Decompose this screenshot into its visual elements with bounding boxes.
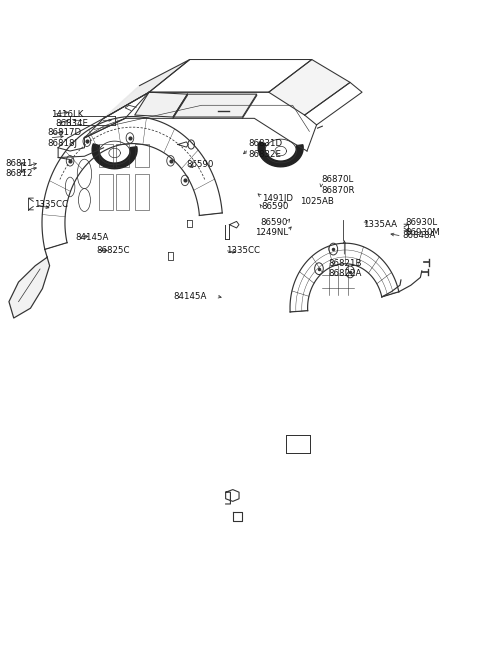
Text: 1025AB: 1025AB — [300, 197, 334, 206]
Polygon shape — [173, 94, 257, 117]
Text: 1249NL: 1249NL — [255, 228, 288, 237]
Polygon shape — [104, 60, 190, 119]
Text: 86848A: 86848A — [403, 231, 436, 240]
Text: 86590: 86590 — [262, 202, 289, 211]
Text: 86590: 86590 — [186, 160, 214, 168]
Text: 1416LK: 1416LK — [51, 110, 84, 119]
Text: 1335AA: 1335AA — [363, 219, 397, 229]
Text: 86930L
86930M: 86930L 86930M — [405, 218, 440, 237]
Text: 84145A: 84145A — [75, 233, 108, 242]
Bar — [99, 145, 113, 168]
Text: 86811
86812: 86811 86812 — [5, 159, 33, 178]
Text: 1491JD: 1491JD — [262, 194, 292, 202]
Text: 1335CC: 1335CC — [226, 246, 260, 255]
Text: 86825C: 86825C — [96, 246, 130, 255]
Text: 84145A: 84145A — [173, 291, 206, 301]
Bar — [135, 174, 149, 210]
Polygon shape — [269, 60, 350, 115]
Text: 86821B
86822A: 86821B 86822A — [328, 259, 362, 278]
Polygon shape — [258, 142, 303, 167]
Text: 86831D
86832E: 86831D 86832E — [249, 140, 283, 159]
Bar — [116, 174, 130, 210]
Polygon shape — [9, 250, 49, 318]
Text: 1335CC: 1335CC — [34, 200, 68, 209]
Text: 86817D
86818J: 86817D 86818J — [48, 128, 82, 147]
Polygon shape — [135, 92, 187, 117]
Bar — [116, 145, 130, 168]
Polygon shape — [104, 60, 190, 119]
Bar — [99, 174, 113, 210]
Bar — [135, 145, 149, 168]
Bar — [286, 435, 310, 453]
Text: 86590: 86590 — [261, 218, 288, 227]
Text: 86834E: 86834E — [56, 119, 89, 128]
Polygon shape — [92, 144, 137, 169]
Text: 86870L
86870R: 86870L 86870R — [322, 176, 355, 195]
